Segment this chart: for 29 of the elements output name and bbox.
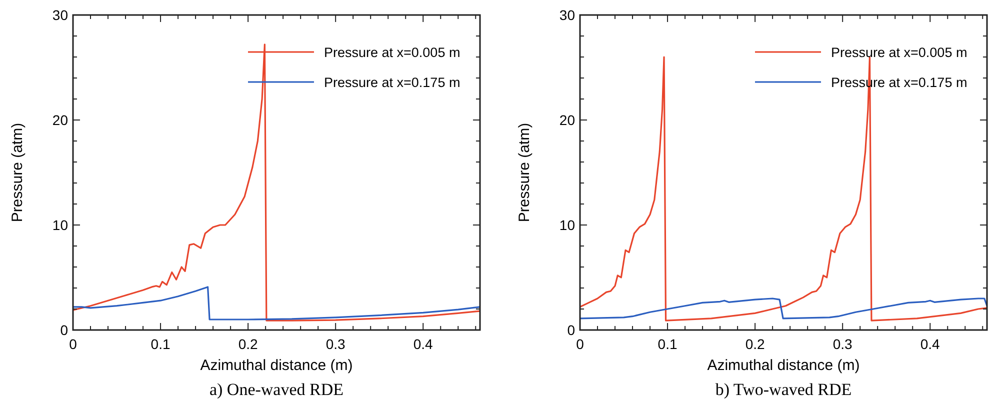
text: a) One-waved RDE xyxy=(209,380,344,399)
y-tick-label: 30 xyxy=(52,7,68,23)
line-series xyxy=(73,44,480,322)
line-series xyxy=(73,286,480,320)
x-tick-label: 0.1 xyxy=(150,336,170,352)
line-series xyxy=(580,298,987,320)
y-tick-label: 0 xyxy=(567,322,576,338)
y-tick-label: 0 xyxy=(60,322,68,338)
y-axis-title: Pressure (atm) xyxy=(516,122,533,222)
x-tick-label: 0.3 xyxy=(832,336,853,352)
x-axis-title: Azimuthal distance (m) xyxy=(200,357,353,374)
legend-label: Pressure at x=0.005 m xyxy=(831,45,968,60)
y-axis-title: Pressure (atm) xyxy=(9,122,26,222)
y-tick-label: 10 xyxy=(559,217,576,233)
y-tick-label: 20 xyxy=(559,112,576,128)
x-tick-label: 0.1 xyxy=(658,336,678,352)
x-tick-label: 0.2 xyxy=(238,336,258,352)
line-series xyxy=(580,56,987,322)
text: b) Two-waved RDE xyxy=(715,380,852,399)
y-tick-label: 20 xyxy=(52,112,68,128)
x-axis-title: Azimuthal distance (m) xyxy=(707,357,860,374)
x-tick-label: 0.3 xyxy=(326,336,346,352)
legend-label: Pressure at x=0.005 m xyxy=(324,45,460,60)
y-tick-label: 10 xyxy=(52,217,68,233)
legend-label: Pressure at x=0.175 m xyxy=(324,75,460,90)
x-tick-label: 0.2 xyxy=(745,336,765,352)
y-tick-label: 30 xyxy=(559,7,576,23)
x-tick-label: 0.4 xyxy=(413,336,434,352)
x-tick-label: 0.4 xyxy=(920,336,940,352)
